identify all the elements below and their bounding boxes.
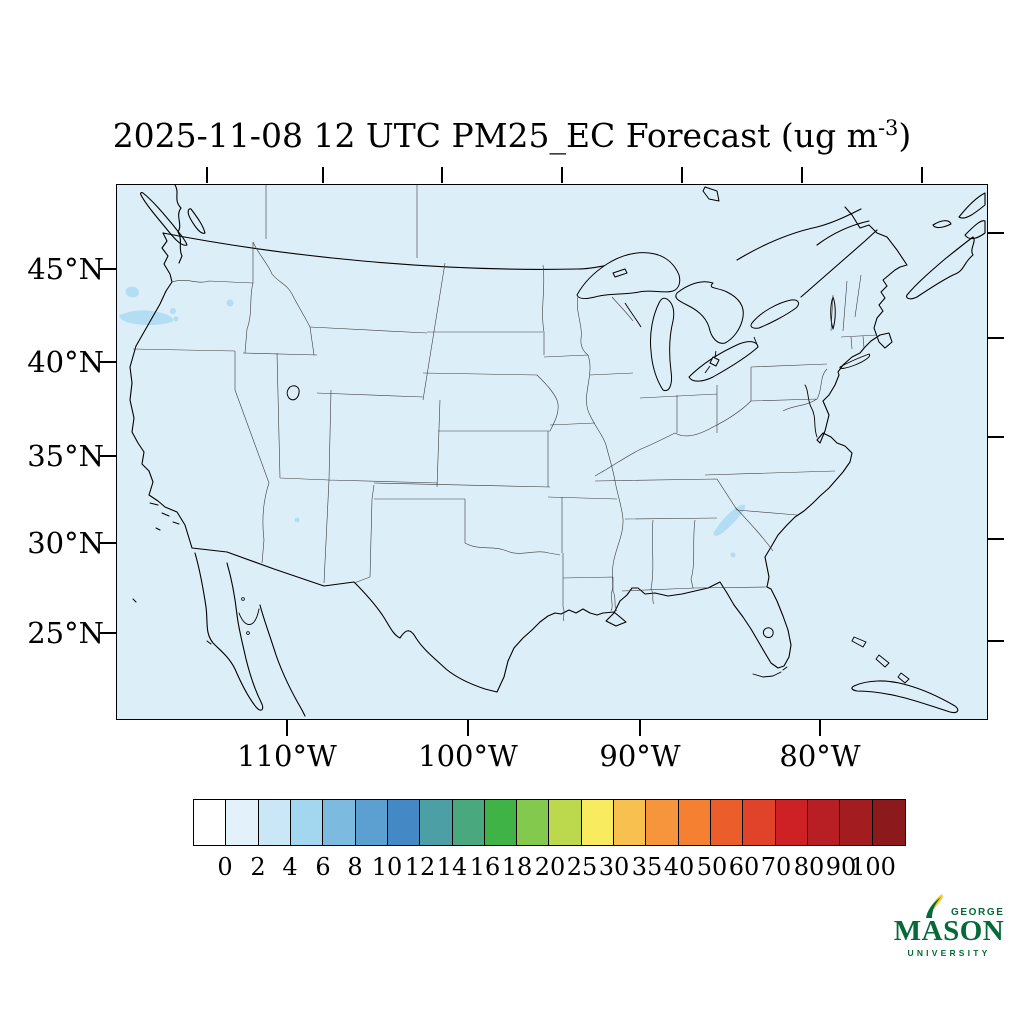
colorbar-tick-label: 2 <box>250 853 266 881</box>
colorbar: 0 2 4 6 8 10 12 14 16 18 20 25 30 35 40 … <box>193 799 906 881</box>
lat-label-45n: 45°N <box>27 252 104 286</box>
colorbar-cell <box>420 800 453 845</box>
colorbar-cell <box>549 800 582 845</box>
colorbar-tick-label: 20 <box>534 853 566 881</box>
lat-tick-25 <box>100 632 116 634</box>
lat-label-25n: 25°N <box>27 616 104 650</box>
lon-label-80w: 80°W <box>779 739 861 773</box>
lake-connector-paths <box>624 302 759 374</box>
colorbar-cell <box>840 800 873 845</box>
plot-title-exponent: -3 <box>877 116 899 140</box>
colorbar-tick-label: 100 <box>850 853 896 881</box>
lon-label-90w: 90°W <box>599 739 681 773</box>
colorbar-tick-label: 8 <box>347 853 363 881</box>
colorbar-cell <box>387 800 421 845</box>
gmu-logo-george: GEORGE <box>951 907 1005 918</box>
colorbar-cell <box>484 800 518 845</box>
colorbar-cell <box>614 800 647 845</box>
lon-tick-100 <box>467 720 469 736</box>
colorbar-tick-label: 18 <box>501 853 533 881</box>
lat-tick-35 <box>100 455 116 457</box>
colorbar-cell <box>743 800 776 845</box>
colorbar-cells <box>193 799 906 846</box>
colorbar-cell <box>872 800 905 845</box>
colorbar-cell <box>258 800 291 845</box>
colorbar-tick-label: 60 <box>728 853 760 881</box>
top-tick-3 <box>441 167 443 183</box>
gmu-flame-icon <box>926 894 943 918</box>
lon-label-100w: 100°W <box>418 739 518 773</box>
colorbar-cell <box>452 800 485 845</box>
state-border-paths <box>132 185 878 622</box>
colorbar-tick-label: 25 <box>566 853 598 881</box>
colorbar-tick-label: 70 <box>760 853 792 881</box>
map-plot-area <box>116 184 988 720</box>
colorbar-tick-label: 50 <box>696 853 728 881</box>
colorbar-cell <box>323 800 356 845</box>
top-tick-4 <box>561 167 563 183</box>
right-tick-3 <box>988 436 1004 438</box>
colorbar-tick-label: 80 <box>793 853 825 881</box>
colorbar-cell <box>775 800 808 845</box>
colorbar-cell <box>517 800 550 845</box>
lat-label-40n: 40°N <box>27 345 104 379</box>
plot-title-text: 2025-11-08 12 UTC PM25_EC Forecast (ug m <box>112 116 878 155</box>
colorbar-cell <box>581 800 615 845</box>
lat-label-30n: 30°N <box>27 526 104 560</box>
gmu-logo: GEORGE MASON UNIVERSITY <box>888 894 1010 970</box>
right-tick-4 <box>988 538 1004 540</box>
lat-tick-40 <box>100 361 116 363</box>
colorbar-cell <box>678 800 711 845</box>
colorbar-cell <box>807 800 841 845</box>
lat-tick-30 <box>100 542 116 544</box>
colorbar-tick-label: 35 <box>631 853 663 881</box>
colorbar-cell <box>226 800 259 845</box>
colorbar-tick-label: 40 <box>663 853 695 881</box>
colorbar-tick-label: 6 <box>315 853 331 881</box>
pm25-data-patches <box>119 286 746 558</box>
us-map-svg <box>117 185 986 718</box>
coastline-paths <box>129 185 986 717</box>
colorbar-tick-label: 10 <box>371 853 403 881</box>
colorbar-cell <box>646 800 679 845</box>
lat-tick-45 <box>100 268 116 270</box>
top-tick-1 <box>206 167 208 183</box>
colorbar-tick-label: 90 <box>825 853 857 881</box>
right-tick-2 <box>988 337 1004 339</box>
lon-tick-110 <box>286 720 288 736</box>
colorbar-tick-label: 30 <box>598 853 630 881</box>
colorbar-tick-label: 16 <box>469 853 501 881</box>
colorbar-cell <box>355 800 388 845</box>
colorbar-cell <box>290 800 324 845</box>
lat-label-35n: 35°N <box>27 439 104 473</box>
top-tick-5 <box>681 167 683 183</box>
colorbar-tick-label: 0 <box>217 853 233 881</box>
colorbar-cell <box>194 800 227 845</box>
lakes-paths <box>286 186 836 638</box>
map-background <box>117 185 986 718</box>
plot-title: 2025-11-08 12 UTC PM25_EC Forecast (ug m… <box>0 106 1024 158</box>
lon-label-110w: 110°W <box>237 739 337 773</box>
lon-tick-80 <box>819 720 821 736</box>
plot-title-suffix: ) <box>898 116 912 155</box>
lon-tick-90 <box>639 720 641 736</box>
gmu-logo-university: UNIVERSITY <box>907 948 991 958</box>
colorbar-tick-label: 4 <box>282 853 298 881</box>
top-tick-7 <box>921 167 923 183</box>
colorbar-tick-label: 14 <box>436 853 468 881</box>
top-tick-2 <box>322 167 324 183</box>
colorbar-cell <box>711 800 744 845</box>
colorbar-tick-label: 12 <box>404 853 436 881</box>
right-tick-1 <box>988 232 1004 234</box>
gmu-logo-mason: MASON <box>893 915 1005 947</box>
top-tick-6 <box>801 167 803 183</box>
right-tick-5 <box>988 640 1004 642</box>
